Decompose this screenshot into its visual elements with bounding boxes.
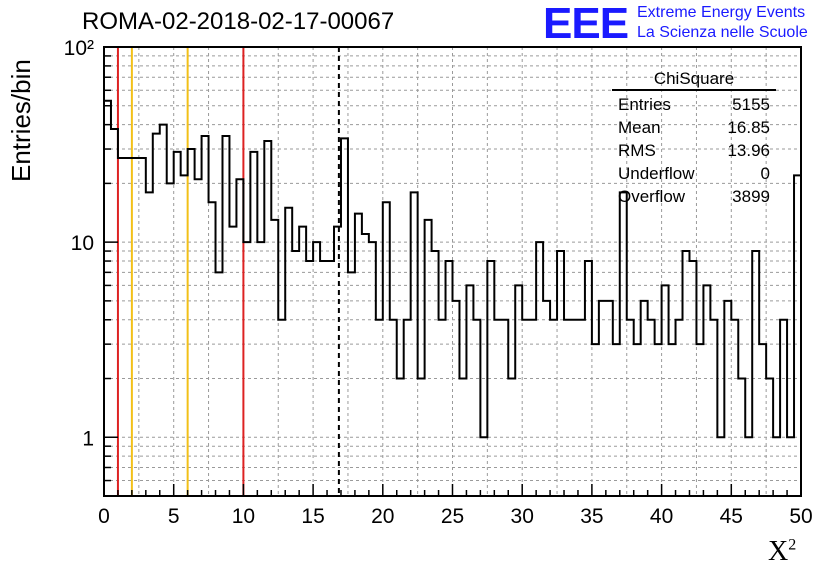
y-tick-labels: 1 10 10²: [64, 37, 94, 450]
x-tick-label: 25: [441, 505, 464, 528]
stats-value: 16.85: [727, 118, 770, 137]
y-axis-label: Entries/bin: [6, 59, 36, 182]
x-tick-labels: 0 5 10 15 20 25 30 35 40 45 50: [98, 505, 813, 528]
x-axis-label: X2: [768, 536, 796, 568]
x-tick-label: 50: [789, 505, 812, 528]
x-tick-label: 10: [232, 505, 255, 528]
y-axis-label-wrap: Entries/bin: [6, 59, 36, 182]
x-tick-label: 20: [371, 505, 394, 528]
stats-label: Underflow: [618, 164, 695, 183]
x-tick-label: 30: [511, 505, 534, 528]
logo-line-1: Extreme Energy Events: [637, 4, 806, 21]
logo-line-2: La Scienza nelle Scuole: [637, 24, 808, 41]
stats-label: Overflow: [618, 187, 686, 206]
x-tick-label: 40: [650, 505, 673, 528]
stats-value: 0: [761, 164, 770, 183]
x-axis-label-base: X: [768, 536, 789, 567]
y-tick-label: 10: [71, 232, 94, 255]
y-tick-label: 1: [82, 427, 94, 450]
x-tick-label: 0: [98, 505, 110, 528]
x-axis-label-sup: 2: [788, 536, 797, 554]
stats-value: 3899: [732, 187, 770, 206]
eee-logo: EEE: [543, 0, 629, 48]
reference-lines: [116, 47, 340, 496]
x-tick-label: 5: [168, 505, 180, 528]
stats-label: RMS: [618, 141, 656, 160]
plot-title: ROMA-02-2018-02-17-00067: [82, 8, 395, 35]
stats-value: 13.96: [727, 141, 770, 160]
x-tick-label: 45: [720, 505, 743, 528]
x-tick-label: 15: [301, 505, 324, 528]
histogram-line: [104, 99, 801, 439]
stats-box: ChiSquare Entries 5155 Mean 16.85 RMS 13.96 Un…: [612, 69, 776, 206]
y-tick-label: 10²: [64, 37, 94, 60]
stats-value: 5155: [732, 95, 770, 114]
stats-label: Mean: [618, 118, 661, 137]
axis-ticks: [103, 55, 802, 497]
x-tick-label: 35: [580, 505, 603, 528]
stats-label: Entries: [618, 95, 671, 114]
stats-title: ChiSquare: [654, 69, 734, 88]
